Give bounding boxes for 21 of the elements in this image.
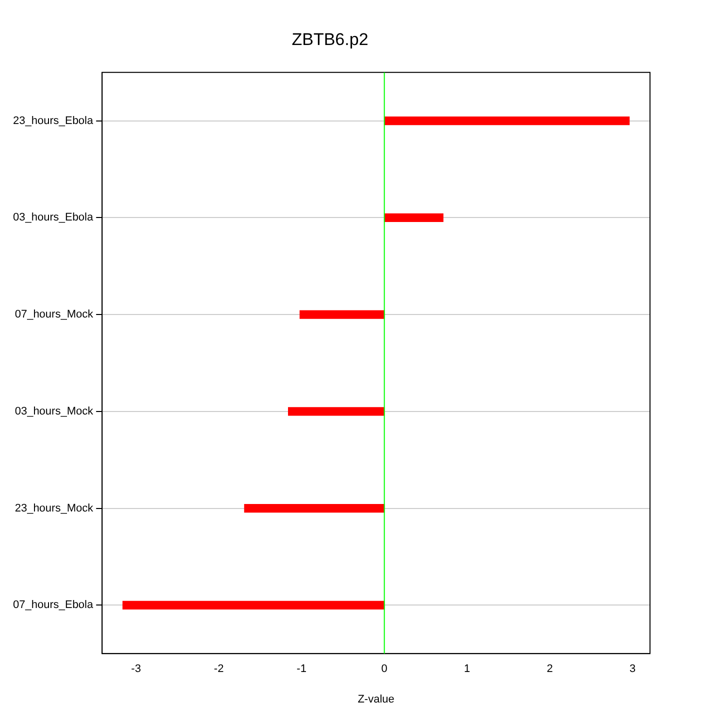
- bar: [384, 116, 630, 126]
- x-tick-label: -3: [131, 663, 141, 676]
- x-tick-label: 2: [546, 663, 553, 676]
- x-tick-label: -2: [214, 663, 224, 676]
- y-tick-label: 23_hours_Ebola: [12, 114, 94, 127]
- x-axis-title: Z-value: [358, 693, 394, 706]
- y-tick-label: 23_hours_Mock: [14, 502, 94, 514]
- x-tick-label: 3: [630, 663, 636, 676]
- bar: [384, 213, 444, 222]
- bar: [244, 504, 385, 513]
- x-tick-label: 1: [464, 663, 470, 676]
- y-tick-label: 03_hours_Ebola: [12, 212, 94, 224]
- bar: [300, 310, 385, 319]
- chart-title: ZBTB6.p2: [292, 30, 368, 49]
- bar: [288, 407, 385, 416]
- bar: [122, 600, 385, 610]
- x-tick-label: -1: [296, 663, 306, 676]
- y-tick-label: 07_hours_Ebola: [12, 599, 94, 612]
- x-tick-label: 0: [381, 663, 388, 676]
- y-tick-label: 03_hours_Mock: [14, 405, 94, 418]
- y-tick-label: 07_hours_Mock: [14, 308, 94, 321]
